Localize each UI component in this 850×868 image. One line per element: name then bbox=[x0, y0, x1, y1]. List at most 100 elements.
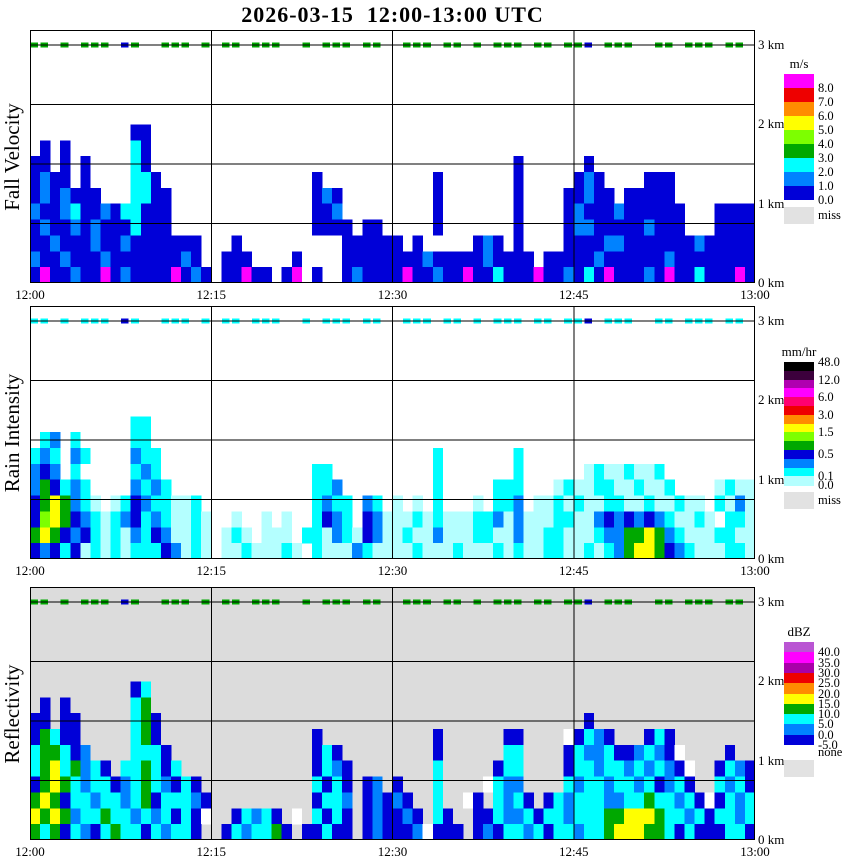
colorbar-cell bbox=[784, 714, 814, 725]
reflectivity-heatmap bbox=[30, 587, 755, 840]
colorbar-cell bbox=[784, 130, 814, 145]
reflectivity-colorbar-unit-label: dBZ bbox=[787, 624, 811, 639]
rain-intensity-colorbar-unit-label: mm/hr bbox=[781, 344, 817, 359]
colorbar-tick-label: 5.0 bbox=[818, 717, 834, 732]
colorbar-tick-label: 12.0 bbox=[818, 372, 840, 387]
colorbar-cell bbox=[784, 441, 814, 451]
colorbar-cell bbox=[784, 724, 814, 736]
colorbar-tick-label: 5.0 bbox=[818, 122, 834, 137]
colorbar-cell bbox=[784, 423, 814, 433]
colorbar-miss-label: none bbox=[818, 744, 843, 759]
fall-velocity-axis-label: Fall Velocity bbox=[0, 102, 24, 211]
colorbar-tick-label: 35.0 bbox=[818, 655, 840, 670]
colorbar-miss-label: miss bbox=[818, 492, 841, 507]
height-tick-label: 0 km bbox=[758, 832, 785, 847]
colorbar-cell bbox=[784, 683, 814, 694]
fall-velocity-colorbar-unit-label: m/s bbox=[789, 56, 809, 71]
time-tick-label: 13:00 bbox=[740, 563, 770, 578]
colorbar-tick-label: 7.0 bbox=[818, 94, 834, 109]
colorbar-tick-label: 40.0 bbox=[818, 645, 840, 660]
colorbar-miss-cell bbox=[784, 760, 814, 777]
colorbar-miss-cell bbox=[784, 207, 814, 224]
colorbar-cell bbox=[784, 476, 814, 486]
colorbar-cell bbox=[784, 406, 814, 416]
height-tick-label: 2 km bbox=[758, 116, 785, 132]
colorbar-cell bbox=[784, 734, 814, 746]
chart-title: 2026-03-15 12:00-13:00 UTC bbox=[241, 2, 544, 27]
colorbar-cell bbox=[784, 379, 814, 389]
colorbar-cell bbox=[784, 693, 814, 705]
colorbar-cell bbox=[784, 672, 814, 684]
rain-intensity-axis-label: Rain Intensity bbox=[0, 373, 24, 492]
colorbar-cell bbox=[784, 116, 814, 131]
colorbar-tick-label: 25.0 bbox=[818, 675, 840, 690]
colorbar-tick-label: 48.0 bbox=[818, 354, 840, 369]
colorbar-cell bbox=[784, 186, 814, 201]
colorbar-tick-label: 0.0 bbox=[818, 727, 834, 742]
height-tick-label: 2 km bbox=[758, 392, 785, 408]
height-tick-label: 3 km bbox=[758, 594, 785, 610]
colorbar-cell bbox=[784, 88, 814, 103]
time-tick-label: 12:45 bbox=[558, 844, 589, 859]
height-tick-label: 1 km bbox=[758, 195, 785, 211]
height-tick-label: 0 km bbox=[758, 275, 785, 290]
colorbar-tick-label: 1.5 bbox=[818, 425, 834, 440]
reflectivity-axis-label: Reflectivity bbox=[0, 663, 24, 764]
colorbar-cell bbox=[784, 458, 814, 468]
time-tick-label: 12:15 bbox=[196, 844, 227, 859]
height-tick-label: 3 km bbox=[758, 37, 785, 53]
colorbar-tick-label: 3.0 bbox=[818, 150, 834, 165]
time-tick-label: 12:45 bbox=[558, 563, 589, 578]
colorbar-tick-label: 20.0 bbox=[818, 686, 840, 701]
time-tick-label: 12:15 bbox=[196, 563, 227, 578]
colorbar-cell bbox=[784, 652, 814, 663]
colorbar-cell bbox=[784, 432, 814, 442]
height-tick-label: 0 km bbox=[758, 551, 785, 566]
colorbar-miss-cell bbox=[784, 492, 814, 509]
colorbar-tick-label: 0.0 bbox=[818, 477, 834, 492]
time-tick-label: 12:00 bbox=[15, 287, 45, 302]
colorbar-cell bbox=[784, 703, 814, 715]
colorbar-tick-label: 0.5 bbox=[818, 447, 834, 462]
colorbar-cell bbox=[784, 158, 814, 173]
colorbar-cell bbox=[784, 74, 814, 89]
time-tick-label: 12:15 bbox=[196, 287, 227, 302]
colorbar-cell bbox=[784, 397, 814, 407]
time-tick-label: 12:30 bbox=[377, 563, 408, 578]
height-tick-label: 1 km bbox=[758, 471, 785, 487]
time-tick-label: 12:00 bbox=[15, 844, 45, 859]
fall-velocity-heatmap bbox=[30, 30, 755, 283]
time-tick-label: 13:00 bbox=[740, 844, 770, 859]
colorbar-tick-label: 1.0 bbox=[818, 178, 834, 193]
colorbar-cell bbox=[784, 642, 814, 653]
colorbar-tick-label: 15.0 bbox=[818, 696, 840, 711]
colorbar-tick-label: 0.0 bbox=[818, 192, 834, 207]
time-tick-label: 12:00 bbox=[15, 563, 45, 578]
colorbar-cell bbox=[784, 172, 814, 187]
rain-intensity-heatmap bbox=[30, 306, 755, 559]
colorbar-tick-label: 4.0 bbox=[818, 136, 834, 151]
colorbar-cell bbox=[784, 467, 814, 477]
time-tick-label: 12:30 bbox=[377, 844, 408, 859]
colorbar-tick-label: 8.0 bbox=[818, 80, 834, 95]
colorbar-cell bbox=[784, 414, 814, 424]
time-tick-label: 12:30 bbox=[377, 287, 408, 302]
colorbar-cell bbox=[784, 102, 814, 117]
colorbar-tick-label: 30.0 bbox=[818, 665, 840, 680]
colorbar-miss-label: miss bbox=[818, 207, 841, 222]
colorbar-cell bbox=[784, 144, 814, 159]
time-tick-label: 13:00 bbox=[740, 287, 770, 302]
colorbar-tick-label: -5.0 bbox=[818, 737, 838, 752]
colorbar-cell bbox=[784, 450, 814, 460]
colorbar-cell bbox=[784, 362, 814, 372]
colorbar-cell bbox=[784, 662, 814, 674]
colorbar-cell bbox=[784, 370, 814, 380]
colorbar-cell bbox=[784, 388, 814, 398]
colorbar-tick-label: 6.0 bbox=[818, 389, 834, 404]
height-tick-label: 1 km bbox=[758, 752, 785, 768]
colorbar-tick-label: 3.0 bbox=[818, 407, 834, 422]
colorbar-tick-label: 0.1 bbox=[818, 469, 834, 484]
height-tick-label: 3 km bbox=[758, 313, 785, 329]
colorbar-tick-label: 6.0 bbox=[818, 108, 834, 123]
